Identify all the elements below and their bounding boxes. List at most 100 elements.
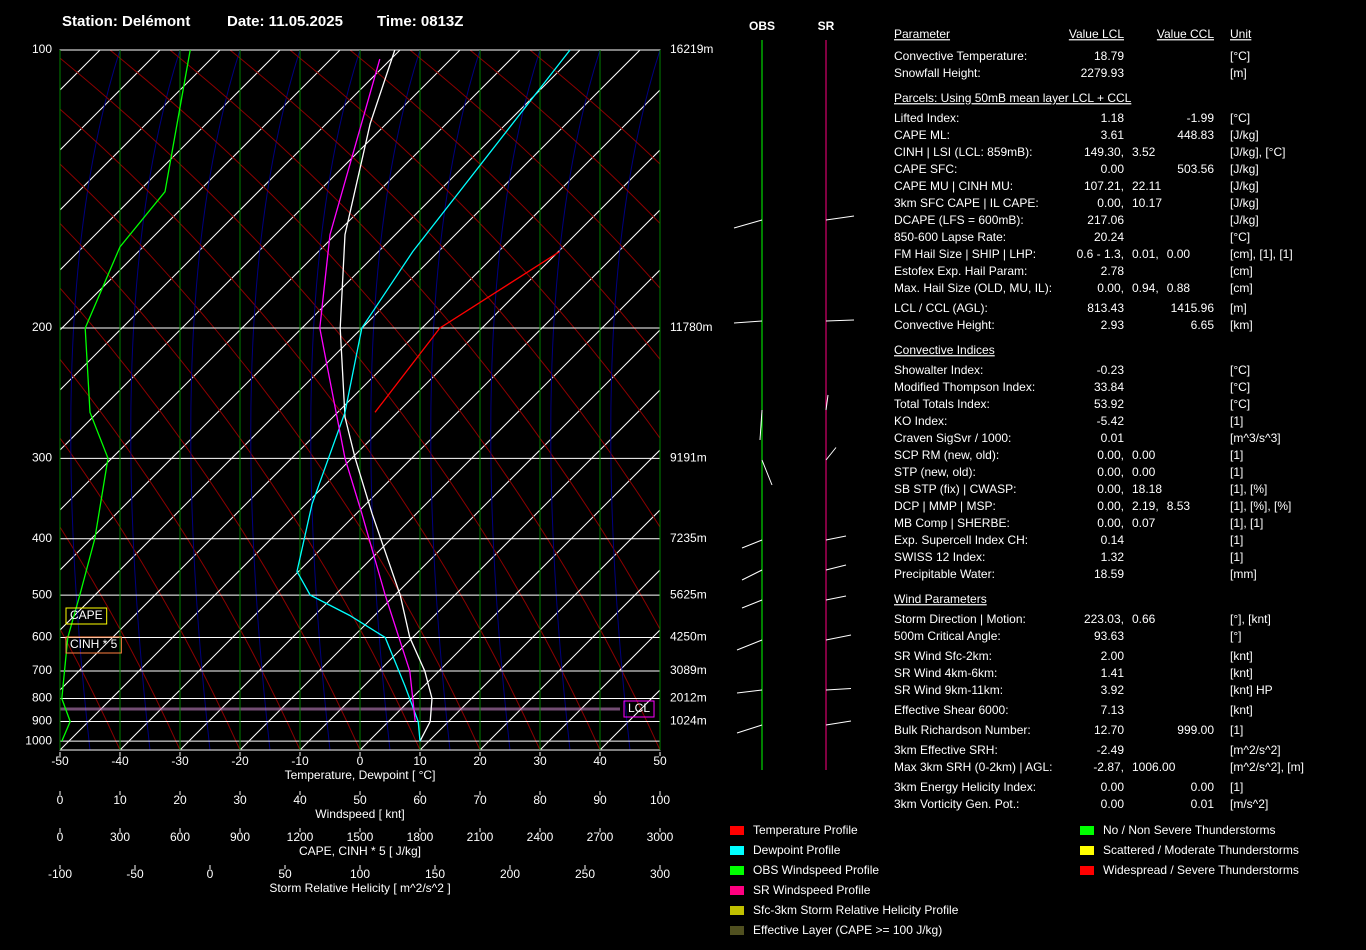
annotation: CINH * 5 [70,637,118,651]
param-value: 7.13 [1101,703,1125,717]
param-unit: [cm], [1], [1] [1230,247,1293,261]
param-value: -2.87, [1093,760,1124,774]
param-unit: [1], [%], [%] [1230,499,1291,513]
param-label: Effective Shear 6000: [894,703,1009,717]
param-label: KO Index: [894,414,947,428]
param-value: 53.92 [1094,397,1124,411]
param-value: 107.21, [1084,179,1124,193]
dry-adiabat [349,50,660,361]
moist-adiabat [70,50,121,750]
skew-line [479,569,660,750]
y-tick-label: 200 [32,320,52,334]
x-tick-label: 0 [57,830,64,844]
param-value: 0.01, [1132,247,1159,261]
section-title: Wind Parameters [894,592,987,606]
param-value: 0.00 [1132,448,1156,462]
legend-swatch [730,846,744,855]
table-header: Parameter [894,27,950,41]
annotation: LCL [628,701,650,715]
param-value: 0.88 [1167,281,1191,295]
param-value: 0.00, [1097,499,1124,513]
moist-adiabat [731,50,780,750]
param-value: 18.79 [1094,49,1124,63]
x-tick-label: -40 [111,754,129,768]
param-value: 223.03, [1084,612,1124,626]
param-unit: [°] [1230,629,1241,643]
param-unit: [1] [1230,723,1243,737]
skew-line [60,50,401,391]
dry-adiabat [469,50,660,225]
param-unit: [°], [knt] [1230,612,1271,626]
skew-line [539,629,660,750]
param-label: SCP RM (new, old): [894,448,999,462]
x-tick-label: 20 [473,754,487,768]
barb [733,219,763,229]
param-value: 0.00, [1097,516,1124,530]
param-unit: [1] [1230,448,1243,462]
dry-adiabat [109,50,660,750]
dry-adiabat [409,50,660,290]
dry-adiabat [60,222,421,750]
dry-adiabat [60,628,121,750]
barb [736,639,763,651]
profile-line [339,49,433,742]
axis-label: Temperature, Dewpoint [ °C] [285,768,436,782]
moist-adiabat [671,50,720,750]
param-unit: [km] [1230,318,1253,332]
dry-adiabat [60,358,301,750]
param-unit: [J/kg] [1230,179,1259,193]
y-tick-label: 900 [32,714,52,728]
height-label: 11780m [670,320,712,334]
legend-label: Dewpoint Profile [753,843,841,857]
section-title: Parcels: Using 50mB mean layer LCL + CCL [894,91,1132,105]
legend-swatch [730,906,744,915]
x-tick-label: 70 [473,793,487,807]
param-value: 2.19, [1132,499,1159,513]
profile-line [296,49,571,742]
param-unit: [1] [1230,780,1243,794]
param-value: 0.00 [1101,162,1125,176]
x-tick-label: 100 [350,867,370,881]
skew-line [60,50,341,331]
x-tick-label: 80 [533,793,547,807]
section-title: Convective Indices [894,343,995,357]
barb [825,447,837,461]
x-tick-label: 40 [293,793,307,807]
param-value: 0.00, [1097,465,1124,479]
dry-adiabat [60,57,601,750]
param-label: Modified Thompson Index: [894,380,1035,394]
x-tick-label: -20 [231,754,249,768]
barb [825,595,847,601]
y-tick-label: 300 [32,451,52,465]
x-tick-label: 0 [357,754,364,768]
x-tick-label: 50 [653,754,667,768]
x-tick-label: 0 [57,793,64,807]
param-label: SR Wind Sfc-2km: [894,649,992,663]
param-label: Bulk Richardson Number: [894,723,1031,737]
skew-line [60,50,281,271]
param-value: 813.43 [1087,301,1124,315]
x-tick-label: 50 [278,867,292,881]
param-value: 0.14 [1101,533,1125,547]
param-label: CAPE ML: [894,128,950,142]
param-label: DCAPE (LFS = 600mB): [894,213,1024,227]
param-unit: [J/kg], [°C] [1230,145,1285,159]
x-tick-label: 1800 [407,830,434,844]
dry-adiabat [529,50,660,165]
param-value: 149.30, [1084,145,1124,159]
param-value: 2279.93 [1081,66,1125,80]
skew-line [60,149,660,750]
annotation: CAPE [70,608,103,622]
param-unit: [1], [%] [1230,482,1267,496]
barb [825,319,855,322]
param-value: 0.01 [1101,431,1125,445]
skew-line [60,50,221,211]
x-tick-label: 50 [353,793,367,807]
param-label: 3km SFC CAPE | IL CAPE: [894,196,1039,210]
y-tick-label: 100 [32,42,52,56]
legend-label: Scattered / Moderate Thunderstorms [1103,843,1299,857]
title: Station: Delémont [62,13,190,30]
param-value: -5.42 [1097,414,1125,428]
skew-line [119,209,660,750]
